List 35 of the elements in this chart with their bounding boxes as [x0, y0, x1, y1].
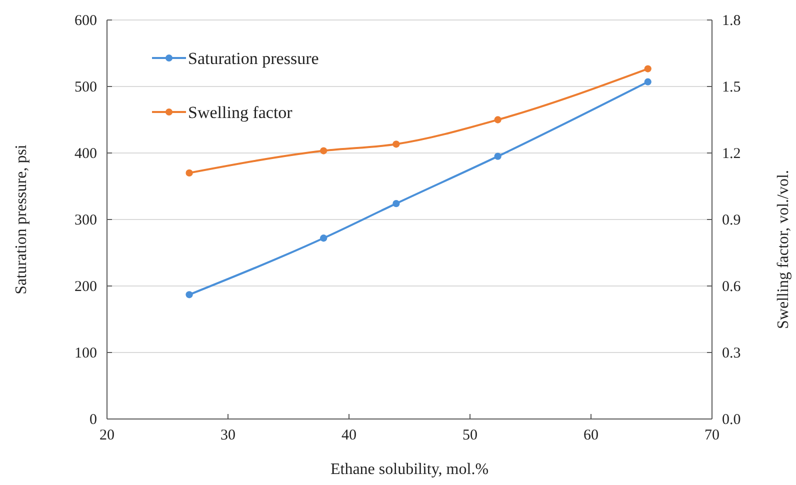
- y-tick-label: 400: [74, 146, 97, 162]
- y-tick-label: 500: [74, 79, 97, 96]
- y-tick-label: 200: [74, 278, 97, 295]
- y2-axis-title: Swelling factor, vol./vol.: [775, 170, 792, 329]
- x-tick-label: 30: [220, 428, 236, 444]
- point: [392, 200, 400, 208]
- y2-tick-label: 0.0: [722, 412, 741, 428]
- point: [494, 116, 502, 124]
- y2-tick-label: 0.3: [722, 345, 741, 362]
- y2-tick-label: 1.5: [722, 79, 741, 96]
- y-tick-label: 100: [74, 345, 97, 362]
- x-tick-label: 50: [462, 428, 478, 444]
- legend-label: Swelling factor: [188, 103, 293, 122]
- point: [644, 78, 652, 86]
- point: [494, 152, 502, 160]
- y2-tick-label: 0.9: [722, 212, 741, 228]
- y-axis-title: Saturation pressure, psi: [13, 144, 30, 294]
- point: [186, 291, 193, 298]
- y2-tick-label: 1.8: [722, 12, 741, 29]
- legend-label: Saturation pressure: [188, 49, 319, 68]
- x-tick-label: 20: [100, 428, 114, 444]
- point: [320, 147, 328, 154]
- x-axis-title: Ethane solubility, mol.%: [330, 461, 489, 478]
- x-tick-label: 70: [704, 428, 720, 444]
- y-tick-label: 0: [90, 412, 97, 428]
- point: [320, 234, 328, 242]
- x-tick-label: 60: [584, 428, 598, 444]
- point: [392, 140, 400, 148]
- x-tick-label: 40: [342, 428, 356, 444]
- point: [186, 169, 193, 177]
- point: [644, 65, 652, 72]
- y-tick-label: 300: [74, 212, 97, 228]
- y-tick-label: 600: [74, 12, 97, 29]
- y2-tick-label: 0.6: [722, 278, 742, 295]
- y2-tick-label: 1.2: [722, 146, 741, 162]
